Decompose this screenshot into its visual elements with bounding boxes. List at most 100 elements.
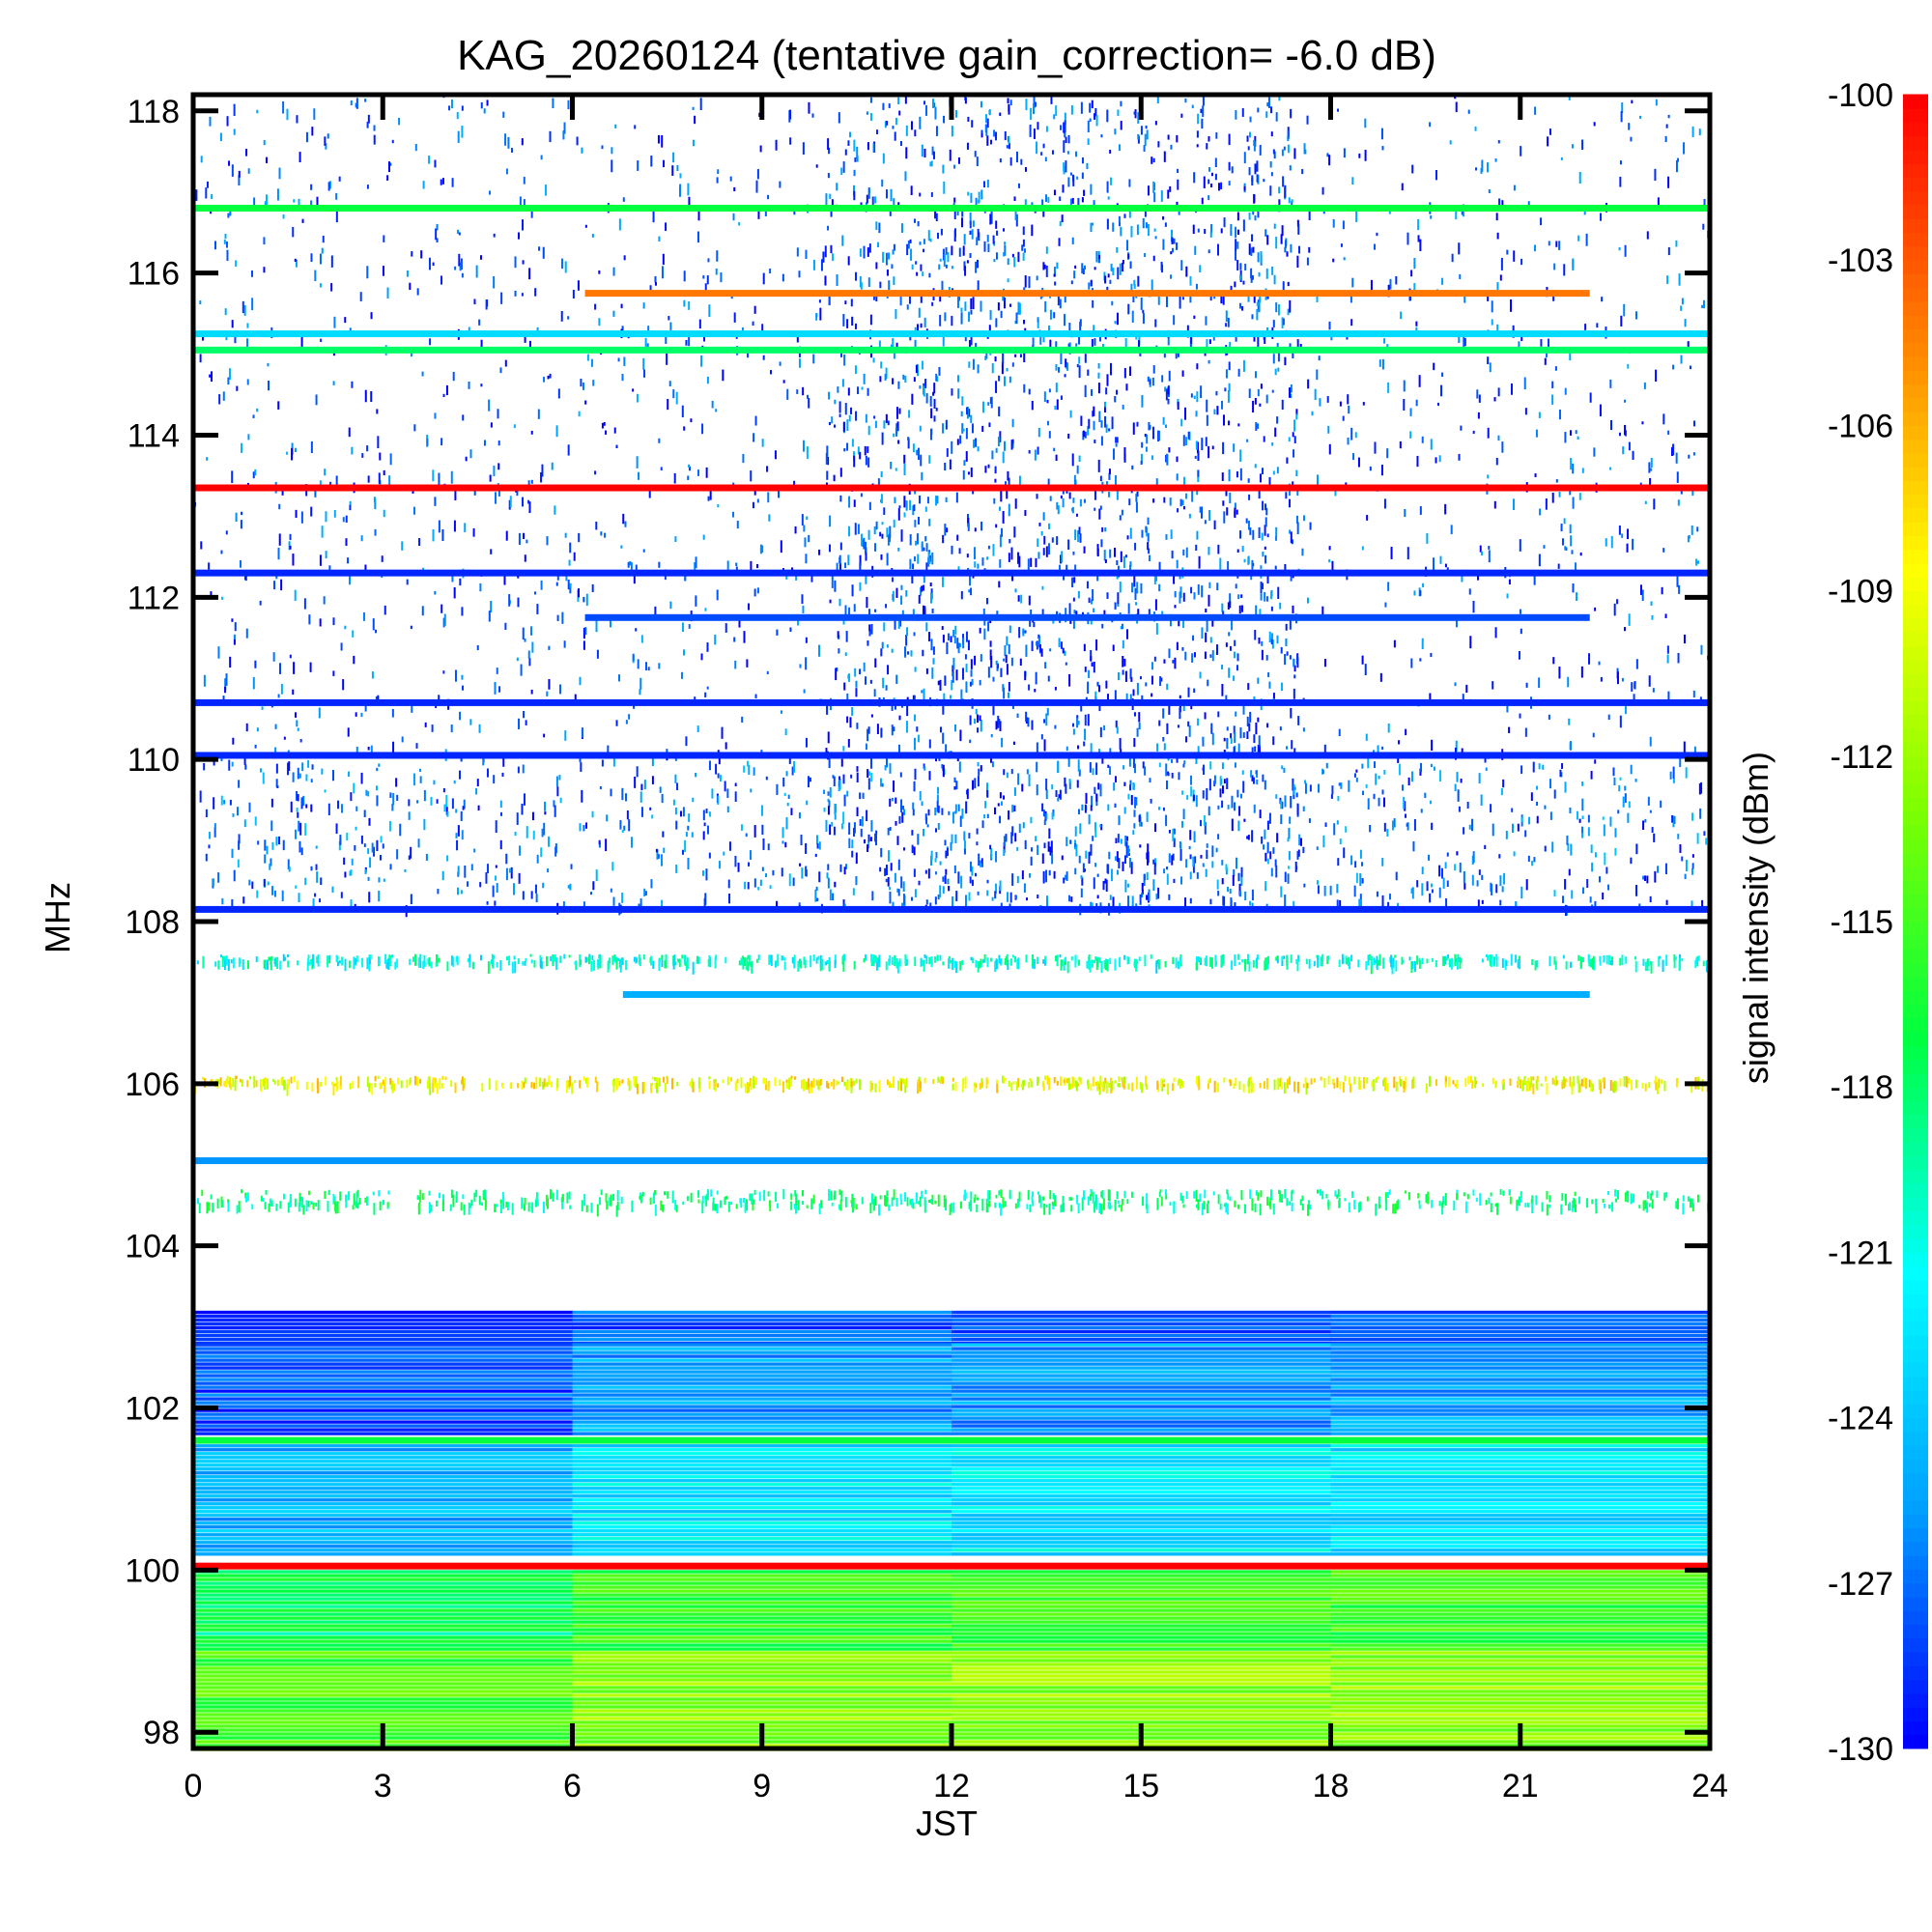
signal-mark: [1048, 523, 1051, 529]
signal-mark: [796, 247, 799, 257]
broadband-strip: [193, 1597, 573, 1601]
signal-mark: [1429, 693, 1432, 705]
signal-mark: [1201, 627, 1204, 639]
broadband-strip: [1330, 1343, 1711, 1347]
signal-mark: [1120, 626, 1122, 630]
signal-mark: [1152, 157, 1155, 163]
signal-mark: [1206, 143, 1208, 150]
broadband-strip: [572, 1533, 952, 1537]
signal-mark: [1192, 224, 1195, 235]
signal-mark: [1049, 339, 1052, 353]
signal-mark: [910, 248, 913, 261]
signal-mark: [264, 201, 267, 207]
broadband-strip: [952, 1506, 1331, 1510]
signal-mark: [1101, 757, 1104, 764]
signal-mark: [968, 833, 971, 838]
signal-mark: [1208, 136, 1210, 142]
signal-mark: [1080, 415, 1083, 426]
signal-mark: [966, 788, 969, 800]
signal-mark: [989, 139, 992, 145]
signal-mark: [1428, 854, 1431, 861]
signal-mark: [1125, 841, 1128, 848]
broadband-strip: [193, 1574, 573, 1577]
signal-mark: [623, 356, 626, 366]
signal-mark: [229, 799, 232, 806]
signal-mark: [1616, 671, 1619, 685]
signal-mark: [603, 421, 606, 426]
signal-mark: [408, 799, 411, 807]
signal-mark: [1216, 644, 1218, 655]
signal-mark: [1142, 217, 1145, 229]
signal-mark: [199, 354, 202, 363]
signal-mark: [1156, 743, 1159, 752]
signal-mark: [914, 520, 917, 527]
broadband-strip: [952, 1494, 1331, 1498]
signal-mark: [1025, 99, 1028, 111]
signal-mark: [1087, 714, 1090, 726]
signal-mark: [935, 408, 938, 412]
signal-mark: [681, 849, 684, 855]
broadband-strip: [1330, 1347, 1711, 1350]
signal-mark: [1030, 557, 1033, 567]
signal-mark: [945, 744, 948, 753]
signal-mark: [1140, 298, 1143, 310]
signal-mark: [1046, 420, 1049, 426]
signal-mark: [875, 221, 878, 231]
signal-mark: [1266, 533, 1269, 538]
signal-mark: [827, 806, 830, 815]
signal-mark: [849, 717, 852, 728]
signal-mark: [372, 618, 375, 631]
signal-mark: [1620, 111, 1623, 123]
broadband-strip: [1330, 1701, 1711, 1705]
signal-mark: [1221, 603, 1224, 612]
signal-mark: [992, 705, 995, 716]
signal-mark: [1108, 472, 1111, 480]
signal-mark: [1417, 235, 1420, 242]
signal-mark: [1532, 761, 1535, 773]
signal-mark: [629, 560, 632, 566]
signal-mark: [1128, 211, 1131, 218]
signal-mark: [1123, 658, 1126, 667]
signal-mark: [888, 252, 891, 260]
signal-mark: [1449, 140, 1452, 145]
signal-mark: [1590, 771, 1593, 780]
broadband-strip: [1330, 1333, 1711, 1338]
broadband-strip: [952, 1502, 1331, 1506]
signal-mark: [868, 243, 871, 253]
signal-mark: [1098, 254, 1101, 260]
signal-mark: [700, 355, 703, 367]
signal-mark: [726, 560, 729, 572]
signal-mark: [1416, 880, 1419, 888]
signal-mark: [964, 654, 967, 660]
signal-mark: [986, 135, 989, 146]
signal-mark: [1243, 152, 1246, 164]
signal-mark: [1317, 885, 1320, 895]
signal-mark: [876, 724, 879, 734]
signal-mark: [929, 582, 932, 587]
signal-mark: [1367, 798, 1370, 810]
signal-mark: [305, 131, 308, 143]
signal-mark: [963, 840, 966, 849]
signal-mark: [1177, 508, 1179, 513]
signal-mark: [250, 270, 253, 277]
signal-mark: [234, 334, 237, 344]
signal-mark: [312, 898, 315, 908]
signal-mark: [635, 628, 638, 632]
signal-mark: [1617, 810, 1620, 814]
signal-mark: [815, 312, 818, 321]
signal-mark: [646, 343, 649, 348]
signal-mark: [1136, 421, 1139, 427]
signal-mark: [1292, 605, 1294, 613]
signal-mark: [1328, 559, 1331, 563]
broadband-strip: [952, 1408, 1331, 1412]
signal-mark: [1480, 794, 1483, 807]
signal-mark: [966, 554, 969, 558]
signal-mark: [1108, 492, 1111, 497]
signal-mark: [1145, 682, 1148, 687]
signal-mark: [1162, 736, 1165, 742]
signal-mark: [895, 427, 897, 437]
signal-mark: [897, 508, 900, 521]
signal-mark: [1024, 839, 1027, 850]
signal-mark: [1125, 847, 1128, 858]
signal-mark: [1288, 437, 1291, 442]
